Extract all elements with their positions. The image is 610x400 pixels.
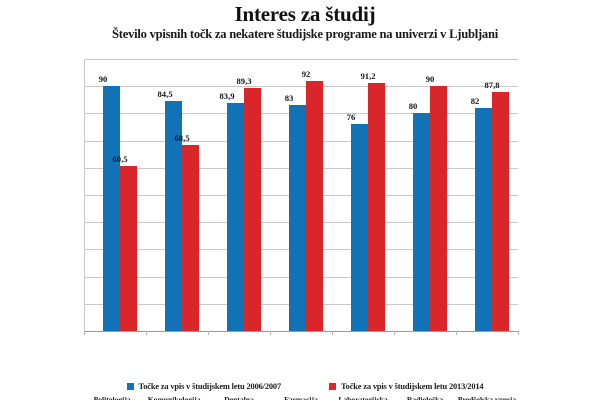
legend-item[interactable]: Točke za vpis v študijskem letu 2013/201… [329, 382, 484, 391]
bar-value-label: 89,3 [236, 76, 252, 87]
legend-label: Točke za vpis v študijskem letu 2006/200… [138, 382, 282, 391]
gridline [84, 59, 518, 60]
x-axis-tick [208, 331, 209, 335]
x-axis-category-label: Dentalnamedicina [199, 395, 279, 400]
bar-group: 80 90 [402, 59, 464, 331]
x-axis-category-label: Farmacija [261, 395, 341, 400]
bar [475, 107, 492, 331]
x-axis-tick [332, 331, 333, 335]
x-axis-tick [456, 331, 457, 335]
x-axis-tick [394, 331, 395, 335]
chart-legend: Točke za vpis v študijskem letu 2006/200… [0, 382, 610, 391]
page-title: Interes za študij [234, 2, 376, 26]
bar-value-label: 84,5 [157, 89, 173, 100]
bar [430, 86, 447, 331]
bar-value-label: 87,8 [484, 80, 500, 91]
category-label-line: Politologija – [93, 395, 137, 400]
bar-value-label: 90 [425, 74, 435, 85]
bar [103, 86, 120, 331]
category-label-line: Predšolska vzgoja [457, 395, 517, 400]
x-axis-category-label: Politologija –mednarodniodnosi [75, 395, 155, 400]
bar [413, 113, 430, 331]
legend-label: Točke za vpis v študijskem letu 2013/201… [341, 382, 484, 391]
bar-group: 83 92 [278, 59, 340, 331]
bar-value-label: 82 [470, 95, 480, 106]
bar-value-label: 80 [408, 101, 418, 112]
bar [306, 80, 323, 331]
bar-value-label: 60,5 [112, 154, 128, 165]
x-axis-tick [270, 331, 271, 335]
legend-swatch-icon [126, 383, 134, 390]
x-axis-category-label: LaboratorijskaBiomedicina [323, 395, 403, 400]
bar-value-label: 83 [284, 93, 294, 104]
gridline [84, 86, 518, 88]
plot-area: 1009080706050403020100 9060,584,568,583,… [84, 59, 519, 400]
bar-group: 76 91,2 [340, 59, 402, 331]
category-label-line: Dentalna [224, 395, 254, 400]
bar [120, 166, 137, 331]
x-axis-tick [84, 331, 85, 335]
bar-group: 90 60,5 [92, 59, 154, 331]
bar [351, 124, 368, 331]
bar-group: 83,9 89,3 [216, 59, 278, 331]
bar [244, 88, 261, 331]
x-axis-category-label: Komunikologija –tržnokomuniciranje inodn… [137, 395, 217, 400]
bar [289, 105, 306, 331]
category-label-line: Laboratorijska [338, 395, 388, 400]
category-label-line: Farmacija [284, 395, 318, 400]
x-axis-tick [146, 331, 147, 335]
gridline [84, 331, 518, 332]
legend-swatch-icon [329, 383, 336, 390]
chart-subtitle: Število vpisnih točk za nekatere študijs… [112, 27, 498, 41]
bar [368, 82, 385, 331]
category-label-line: Komunikologija – [147, 395, 207, 400]
bar-value-label: 68,5 [174, 132, 190, 143]
bar-value-label: 92 [301, 68, 311, 79]
bar [165, 101, 182, 331]
legend-item[interactable]: Točke za vpis v študijskem letu 2006/200… [126, 382, 282, 391]
x-axis-tick [518, 331, 519, 335]
bar-value-label: 76 [346, 112, 356, 123]
bar-group: 82 87,8 [464, 59, 526, 331]
bar [182, 144, 199, 331]
bar-value-label: 90 [98, 74, 108, 85]
bar [227, 102, 244, 331]
bar [492, 92, 509, 331]
bar-value-label: 91,2 [360, 70, 376, 81]
bar-group: 84,5 68,5 [154, 59, 216, 331]
x-axis-category-label: Radiološkatehnologija [385, 395, 465, 400]
bar-value-label: 83,9 [219, 90, 235, 101]
category-label-line: Radiološka [406, 395, 444, 400]
x-axis-category-label: Predšolska vzgoja [447, 395, 527, 400]
